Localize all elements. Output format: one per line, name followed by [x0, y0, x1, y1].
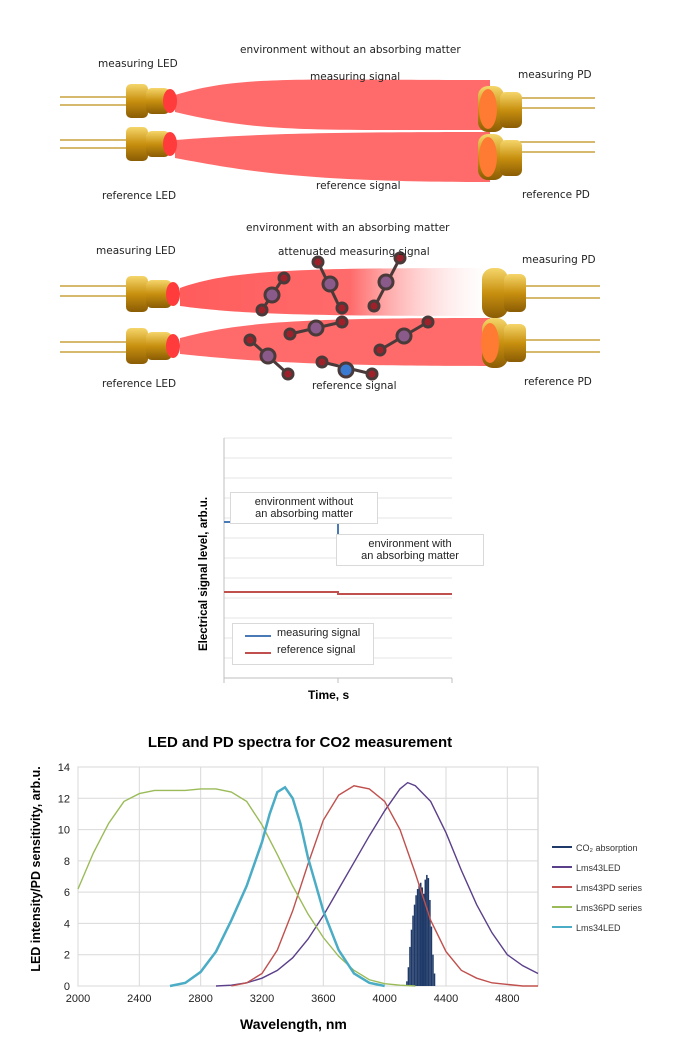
- x-tick-label: 2800: [188, 993, 212, 1005]
- diagram-top-art: [60, 79, 595, 182]
- co2-absorption-bar: [421, 887, 423, 986]
- reference-pd-label-2: reference PD: [524, 376, 592, 388]
- legend-reference: reference signal: [277, 644, 356, 656]
- plot-area: [77, 766, 539, 987]
- spectra-xlabel: Wavelength, nm: [240, 1016, 347, 1032]
- co2-absorption-bar: [412, 915, 414, 986]
- y-tick-label: 2: [64, 950, 70, 962]
- spectra-title: LED and PD spectra for CO2 measurement: [147, 734, 453, 751]
- led-leads: [60, 96, 595, 153]
- x-tick-label: 4000: [372, 993, 396, 1005]
- measuring-pd-label-2: measuring PD: [522, 254, 596, 266]
- x-tick-label: 3200: [250, 993, 274, 1005]
- measuring-led-label-2: measuring LED: [96, 245, 176, 257]
- x-tick-label: 2400: [127, 993, 151, 1005]
- y-tick-label: 12: [58, 793, 70, 805]
- signal-annotation-without: environment without an absorbing matter: [230, 492, 378, 524]
- co2-absorption-bar: [413, 904, 416, 986]
- series-line-lms34led: [169, 785, 385, 988]
- measuring-beam: [175, 79, 490, 131]
- co2-absorption-bar: [416, 889, 419, 986]
- reference-signal-label-2: reference signal: [312, 380, 397, 392]
- co2-absorption-bar: [429, 899, 431, 986]
- y-tick-label: 6: [64, 887, 70, 899]
- legend-label: Lms36PD series: [576, 903, 643, 913]
- series-line-lms43led: [215, 781, 539, 987]
- measuring-led-label: measuring LED: [98, 58, 178, 70]
- co2-absorption-bar: [430, 926, 433, 986]
- co2-absorption-bar: [410, 929, 413, 986]
- measuring-led-icon: [126, 84, 177, 118]
- reference-signal-label: reference signal: [316, 180, 401, 192]
- reference-pd-label: reference PD: [522, 189, 590, 201]
- attenuated-beam: [180, 268, 490, 316]
- co2-molecules-icon: [243, 251, 435, 381]
- y-tick-label: 0: [64, 981, 70, 993]
- legend-label: Lms34LED: [576, 923, 621, 933]
- signal-legend: measuring signal reference signal: [232, 623, 374, 665]
- measuring-pd-icon: [478, 86, 522, 132]
- co2-absorption-bar: [407, 967, 410, 986]
- reference-beam-2: [180, 318, 490, 366]
- reference-led-icon: [126, 328, 180, 364]
- y-tick-label: 10: [58, 825, 70, 837]
- x-tick-label: 4800: [495, 993, 519, 1005]
- measuring-pd-label: measuring PD: [518, 69, 592, 81]
- legend-label: Lms43LED: [576, 863, 621, 873]
- y-tick-label: 8: [64, 856, 70, 868]
- signal-ylabel: Electrical signal level, arb.u.: [198, 496, 210, 652]
- x-tick-label: 3600: [311, 993, 335, 1005]
- diagram-top-title: environment without an absorbing matter: [240, 44, 461, 56]
- co2-absorption-bar: [419, 882, 422, 986]
- series-line-reference: [224, 591, 452, 595]
- co2-absorption-bar: [424, 879, 427, 986]
- signal-xlabel: Time, s: [308, 688, 350, 702]
- legend-label: Lms43PD series: [576, 883, 643, 893]
- legend-label: CO₂ absorption: [576, 843, 638, 853]
- measuring-led-icon: [126, 276, 180, 312]
- signal-annotation-with: environment with an absorbing matter: [336, 534, 484, 566]
- reference-led-label: reference LED: [102, 190, 177, 202]
- series-line-lms43pd-series: [231, 785, 538, 987]
- co2-absorption-bar: [406, 981, 408, 986]
- y-tick-label: 4: [64, 918, 70, 930]
- signal-chart-svg: [223, 437, 453, 683]
- diagram-bottom-art: [60, 251, 600, 381]
- co2-absorption-bar: [433, 973, 436, 986]
- co2-absorption-bar: [409, 946, 411, 986]
- measuring-signal-label: measuring signal: [310, 71, 401, 83]
- co2-absorption-bar: [427, 878, 430, 986]
- reference-pd-icon: [481, 318, 526, 368]
- spectra-ylabel: LED intensity/PD sensitivity, arb.u.: [29, 766, 43, 972]
- attenuated-signal-label: attenuated measuring signal: [278, 246, 430, 258]
- diagram-bottom-title: environment with an absorbing matter: [246, 222, 450, 234]
- co2-absorption-bar: [415, 895, 417, 986]
- co2-absorption-bar: [426, 874, 428, 986]
- x-tick-label: 2000: [66, 993, 90, 1005]
- legend-measuring: measuring signal: [277, 627, 361, 639]
- spectra-chart-svg: 0 2 4 6 8 10 12 14 2000 2400 2800 3200 3600 4000 4400 4…: [58, 762, 643, 1005]
- reference-led-icon: [126, 127, 177, 161]
- diagram-with-absorber: environment with an absorbing matter mea…: [0, 210, 673, 410]
- legend-swatch-measuring: [245, 635, 271, 637]
- signal-level-chart: environment without an absorbing matter …: [190, 430, 484, 710]
- x-tick-label: 4400: [434, 993, 458, 1005]
- diagram-without-absorber: environment without an absorbing matter …: [0, 0, 673, 210]
- co2-absorption-bar: [418, 884, 420, 986]
- reference-pd-icon: [478, 134, 522, 180]
- co2-absorption-bar: [423, 893, 425, 986]
- spectra-chart: LED and PD spectra for CO2 measurement 0…: [20, 732, 660, 1047]
- co2-absorption-bar: [432, 954, 434, 986]
- reference-beam: [175, 132, 490, 182]
- measuring-pd-icon: [482, 268, 526, 318]
- series-line-lms36pd-series: [77, 788, 416, 987]
- y-tick-label: 14: [58, 762, 70, 774]
- legend-swatch-reference: [245, 652, 271, 654]
- reference-led-label-2: reference LED: [102, 378, 177, 390]
